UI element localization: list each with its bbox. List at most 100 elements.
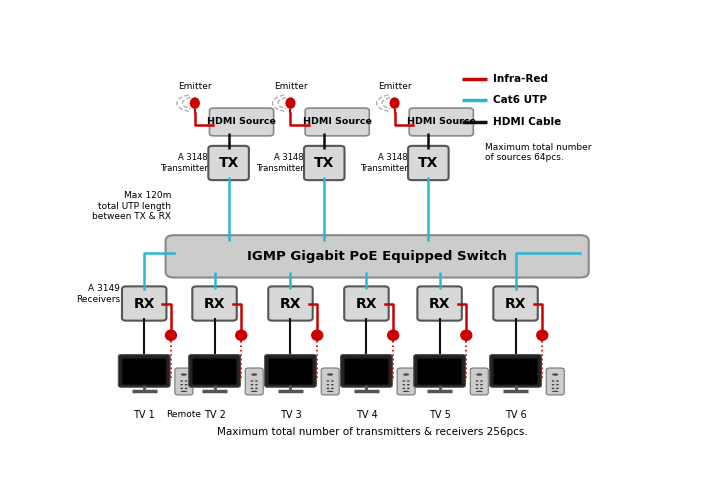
Text: TV 1: TV 1: [134, 410, 155, 420]
Text: RX: RX: [134, 296, 155, 310]
FancyBboxPatch shape: [409, 108, 473, 136]
Ellipse shape: [480, 384, 483, 386]
Ellipse shape: [184, 380, 187, 382]
Text: TV 5: TV 5: [428, 410, 451, 420]
Text: Maximum total number of transmitters & receivers 256pcs.: Maximum total number of transmitters & r…: [216, 426, 528, 436]
Ellipse shape: [251, 374, 257, 376]
Text: HDMI Source: HDMI Source: [303, 117, 372, 126]
Text: TV 2: TV 2: [203, 410, 226, 420]
Text: RX: RX: [204, 296, 225, 310]
FancyBboxPatch shape: [417, 358, 462, 384]
Ellipse shape: [390, 98, 399, 109]
Ellipse shape: [180, 384, 183, 386]
Ellipse shape: [250, 390, 258, 392]
FancyBboxPatch shape: [546, 368, 564, 395]
FancyBboxPatch shape: [304, 146, 345, 180]
Text: TV 3: TV 3: [280, 410, 301, 420]
Ellipse shape: [407, 388, 409, 389]
FancyBboxPatch shape: [189, 354, 240, 387]
Ellipse shape: [407, 380, 409, 382]
Ellipse shape: [556, 388, 559, 389]
FancyBboxPatch shape: [269, 286, 313, 320]
Ellipse shape: [552, 380, 555, 382]
Text: TV 4: TV 4: [356, 410, 378, 420]
Ellipse shape: [165, 330, 177, 341]
Ellipse shape: [250, 380, 253, 382]
Ellipse shape: [480, 380, 483, 382]
Ellipse shape: [331, 388, 334, 389]
Text: Emitter: Emitter: [178, 82, 212, 91]
FancyBboxPatch shape: [321, 368, 339, 395]
Ellipse shape: [460, 330, 473, 341]
FancyBboxPatch shape: [414, 354, 465, 387]
Ellipse shape: [181, 390, 187, 392]
Text: TX: TX: [219, 156, 239, 170]
Text: HDMI Source: HDMI Source: [407, 117, 476, 126]
Text: Infra-Red: Infra-Red: [493, 74, 548, 84]
Ellipse shape: [255, 380, 258, 382]
Ellipse shape: [180, 380, 183, 382]
Text: Emitter: Emitter: [274, 82, 307, 91]
FancyBboxPatch shape: [166, 235, 589, 278]
FancyBboxPatch shape: [264, 354, 317, 387]
FancyBboxPatch shape: [122, 358, 166, 384]
FancyBboxPatch shape: [118, 354, 170, 387]
Ellipse shape: [476, 374, 482, 376]
Text: A 3148
Transmitter: A 3148 Transmitter: [256, 154, 303, 172]
FancyBboxPatch shape: [494, 358, 537, 384]
Ellipse shape: [311, 330, 323, 341]
Text: RX: RX: [429, 296, 450, 310]
Ellipse shape: [552, 390, 558, 392]
Ellipse shape: [180, 388, 183, 389]
Ellipse shape: [403, 390, 409, 392]
Ellipse shape: [552, 374, 558, 376]
Ellipse shape: [476, 384, 478, 386]
FancyBboxPatch shape: [344, 358, 388, 384]
Text: Maximum total number
of sources 64pcs.: Maximum total number of sources 64pcs.: [485, 142, 591, 162]
FancyBboxPatch shape: [175, 368, 193, 395]
Ellipse shape: [181, 374, 187, 376]
Ellipse shape: [331, 384, 334, 386]
Ellipse shape: [189, 98, 200, 109]
Text: A 3149
Receivers: A 3149 Receivers: [76, 284, 121, 304]
Ellipse shape: [327, 388, 330, 389]
Text: RX: RX: [280, 296, 301, 310]
Ellipse shape: [556, 384, 559, 386]
FancyBboxPatch shape: [208, 146, 249, 180]
Ellipse shape: [255, 384, 258, 386]
Ellipse shape: [327, 374, 333, 376]
Ellipse shape: [403, 374, 409, 376]
Text: Remote: Remote: [166, 410, 201, 420]
Ellipse shape: [476, 390, 483, 392]
Ellipse shape: [480, 388, 483, 389]
Ellipse shape: [184, 384, 187, 386]
Ellipse shape: [552, 384, 555, 386]
FancyBboxPatch shape: [305, 108, 370, 136]
Ellipse shape: [331, 380, 334, 382]
Ellipse shape: [536, 330, 548, 341]
FancyBboxPatch shape: [340, 354, 392, 387]
Ellipse shape: [476, 380, 478, 382]
Ellipse shape: [255, 388, 258, 389]
Text: TV 6: TV 6: [505, 410, 526, 420]
FancyBboxPatch shape: [470, 368, 489, 395]
Text: TX: TX: [314, 156, 335, 170]
Ellipse shape: [285, 98, 295, 109]
Ellipse shape: [327, 390, 333, 392]
FancyBboxPatch shape: [489, 354, 542, 387]
FancyBboxPatch shape: [397, 368, 415, 395]
Text: A 3148
Transmitter: A 3148 Transmitter: [359, 154, 407, 172]
Text: Emitter: Emitter: [378, 82, 412, 91]
Ellipse shape: [407, 384, 409, 386]
Text: Max 120m
total UTP length
between TX & RX: Max 120m total UTP length between TX & R…: [92, 192, 171, 221]
FancyBboxPatch shape: [417, 286, 462, 320]
FancyBboxPatch shape: [122, 286, 166, 320]
Ellipse shape: [250, 388, 253, 389]
Text: TX: TX: [418, 156, 439, 170]
Text: A 3148
Transmitter: A 3148 Transmitter: [160, 154, 208, 172]
FancyBboxPatch shape: [192, 358, 237, 384]
FancyBboxPatch shape: [210, 108, 274, 136]
Text: Cat6 UTP: Cat6 UTP: [493, 96, 547, 106]
Ellipse shape: [556, 380, 559, 382]
Text: HDMI Source: HDMI Source: [207, 117, 276, 126]
